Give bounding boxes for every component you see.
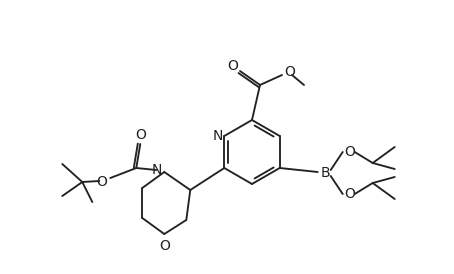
Text: O: O bbox=[344, 145, 355, 159]
Text: O: O bbox=[96, 175, 107, 189]
Text: O: O bbox=[344, 187, 355, 201]
Text: B: B bbox=[321, 166, 331, 180]
Text: N: N bbox=[213, 129, 223, 143]
Text: O: O bbox=[159, 239, 170, 253]
Text: O: O bbox=[285, 65, 296, 79]
Text: O: O bbox=[135, 128, 146, 142]
Text: N: N bbox=[152, 163, 163, 177]
Text: O: O bbox=[227, 59, 238, 73]
